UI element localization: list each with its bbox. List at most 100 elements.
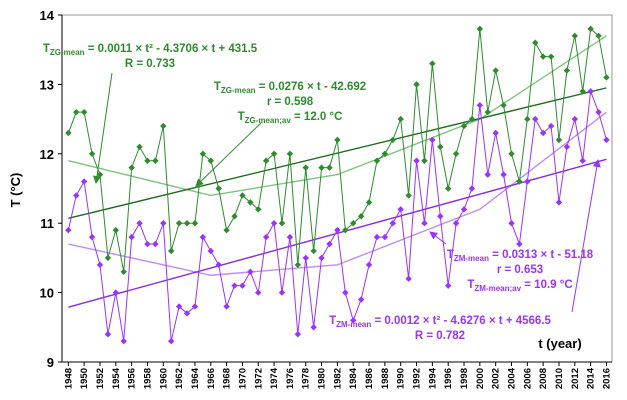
marker: [468, 185, 476, 192]
x-tick-label: 2010: [554, 368, 565, 389]
marker: [199, 150, 207, 157]
marker: [571, 32, 579, 40]
arrow: [195, 121, 263, 187]
x-tick-label: 1998: [459, 368, 470, 389]
marker: [397, 206, 404, 213]
marker: [357, 213, 365, 220]
marker: [239, 192, 246, 199]
marker: [318, 164, 325, 171]
marker: [160, 122, 167, 130]
marker: [215, 261, 222, 269]
marker: [310, 324, 317, 331]
annotation-text: r = 0.653: [497, 264, 543, 276]
marker: [247, 199, 254, 206]
marker: [389, 136, 396, 144]
marker: [294, 331, 302, 338]
marker: [587, 88, 594, 95]
marker: [452, 150, 460, 157]
annotation-text: T: [467, 279, 474, 291]
marker: [223, 226, 230, 234]
marker: [88, 233, 96, 241]
marker: [405, 192, 412, 199]
trend-line: [68, 111, 607, 276]
marker: [96, 171, 104, 178]
marker: [104, 331, 112, 338]
annotation-text: = 0.0276 × t - 42.692: [256, 81, 367, 93]
x-tick-label: 1952: [95, 368, 106, 389]
annotation-sub: ZG-mean;av: [245, 116, 292, 125]
annotation: TZM-mean;av = 10.9 °C: [467, 279, 572, 293]
marker: [389, 220, 396, 227]
x-tick-label: 1982: [332, 368, 343, 389]
marker: [112, 289, 120, 296]
marker: [381, 150, 389, 157]
annotation-text: = 10.9 °C: [521, 279, 573, 291]
marker: [563, 67, 571, 74]
marker: [207, 247, 214, 255]
x-tick-label: 1960: [158, 368, 169, 389]
x-tick-label: 1994: [427, 367, 438, 389]
marker: [302, 254, 309, 262]
marker: [270, 220, 278, 227]
marker: [175, 220, 183, 227]
marker: [539, 129, 547, 137]
marker: [183, 220, 191, 227]
annotation-sub: ZM-mean: [454, 254, 489, 263]
marker: [168, 337, 175, 345]
annotation-text: r = 0.598: [267, 96, 314, 108]
annotation: TZG-mean = 0.0276 × t - 42.692: [214, 81, 366, 95]
marker: [120, 268, 127, 275]
marker: [152, 157, 159, 164]
annotation-text: = 0.0011 × t² - 4.3706 × t + 431.5: [85, 43, 258, 55]
marker: [444, 185, 452, 192]
marker: [120, 337, 127, 345]
marker: [310, 247, 317, 255]
marker: [286, 233, 294, 241]
y-tick-label: 9: [47, 355, 54, 370]
marker: [350, 220, 357, 227]
annotation-sub: ZM-mean;av: [474, 284, 521, 293]
marker: [231, 282, 238, 289]
marker: [128, 164, 135, 171]
x-tick-label: 1986: [364, 368, 375, 389]
marker: [326, 240, 333, 248]
marker: [563, 143, 571, 151]
marker: [342, 226, 349, 234]
x-tick-label: 1980: [317, 368, 328, 389]
marker: [160, 220, 167, 227]
marker: [112, 226, 120, 234]
marker: [88, 150, 96, 157]
marker: [444, 282, 452, 289]
marker: [262, 233, 270, 241]
marker: [247, 268, 254, 275]
arrow: [93, 72, 113, 184]
x-tick-label: 1996: [443, 368, 454, 389]
x-tick-label: 2008: [538, 368, 549, 389]
annotation: TZG-mean;av = 12.0 °C: [238, 111, 343, 125]
annotation-text: = 0.0313 × t - 51.18: [489, 249, 594, 261]
annotation-sub: ZG-mean: [221, 86, 256, 95]
x-tick-label: 1956: [127, 368, 138, 389]
x-tick-label: 1954: [111, 367, 122, 389]
y-tick-label: 13: [40, 77, 54, 92]
x-tick-label: 1990: [396, 368, 407, 389]
marker: [183, 310, 191, 317]
trend-line: [68, 35, 607, 197]
marker: [270, 150, 278, 157]
x-tick-label: 1962: [174, 368, 185, 389]
marker: [152, 240, 159, 248]
x-tick-label: 2016: [601, 368, 612, 389]
annotation: R = 0.782: [415, 330, 465, 342]
y-tick-label: 12: [40, 147, 54, 162]
annotation: r = 0.653: [497, 264, 543, 276]
marker: [231, 213, 238, 220]
marker: [460, 122, 468, 130]
marker: [397, 115, 404, 123]
marker: [508, 220, 515, 227]
marker: [302, 164, 309, 171]
marker: [318, 254, 325, 262]
marker: [128, 233, 135, 241]
marker: [555, 199, 563, 206]
